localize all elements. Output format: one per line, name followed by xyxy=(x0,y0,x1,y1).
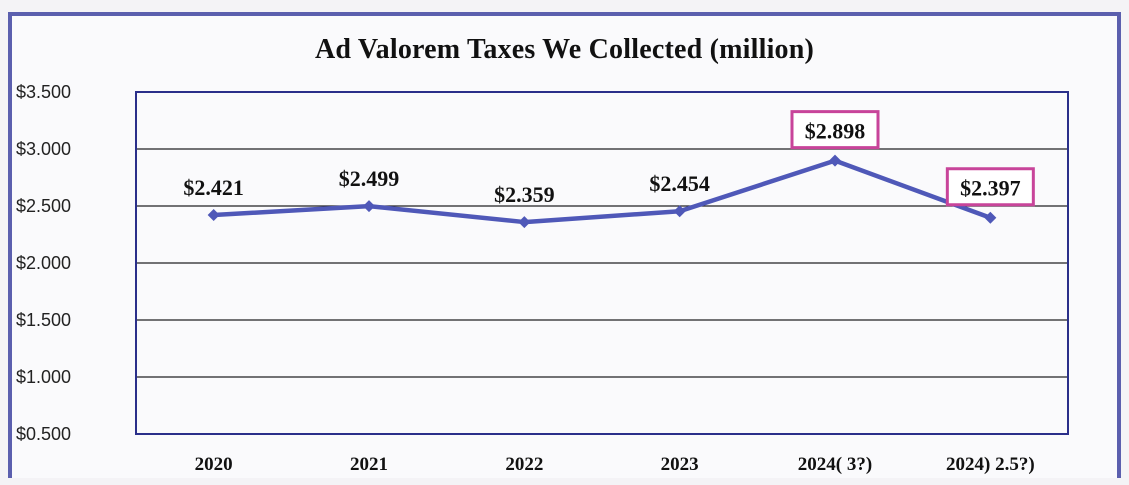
y-tick-label: $0.500 xyxy=(16,424,71,444)
chart-frame xyxy=(8,12,1121,478)
data-label: $2.454 xyxy=(649,171,710,196)
series-line-path xyxy=(213,158,992,225)
y-tick-label: $2.500 xyxy=(16,196,71,216)
plot-border xyxy=(135,91,1069,435)
axes xyxy=(135,91,1069,435)
series-line xyxy=(213,158,992,225)
data-labels: $2.421 $2.499 $2.359 $2.454 $2.898 $2.397 xyxy=(183,110,1035,207)
data-label: $2.359 xyxy=(494,182,555,207)
gridlines xyxy=(136,148,1068,378)
y-tick-label: $3.000 xyxy=(16,139,71,159)
data-label: $2.397 xyxy=(960,176,1021,201)
x-tick-label: 2023 xyxy=(661,454,699,475)
data-label: $2.898 xyxy=(805,119,866,144)
x-tick-label: 2022 xyxy=(505,454,543,475)
x-tick-label: 2024( 3?) xyxy=(798,454,872,475)
y-tick-label: $1.500 xyxy=(16,310,71,330)
x-tick-label: 2021 xyxy=(350,454,388,475)
data-point xyxy=(518,216,531,229)
data-point xyxy=(207,209,220,222)
chart-title: Ad Valorem Taxes We Collected (million) xyxy=(314,34,815,65)
data-point xyxy=(984,211,997,224)
highlight-box xyxy=(945,167,1035,207)
y-tick-labels: $3.500 $3.000 $2.500 $2.000 $1.500 $1.000 $0.5… xyxy=(16,82,71,444)
y-tick-label: $1.000 xyxy=(16,367,71,387)
x-tick-labels: 2020 2021 2022 2023 2024( 3?) 2024) 2.5?) xyxy=(195,454,1035,475)
y-tick-label: $3.500 xyxy=(16,82,71,102)
x-tick-label: 2020 xyxy=(195,454,233,475)
highlight-box xyxy=(790,110,880,150)
data-point xyxy=(673,205,686,218)
data-points xyxy=(207,154,997,229)
data-point xyxy=(829,154,841,167)
x-tick-label: 2024) 2.5?) xyxy=(946,454,1035,475)
data-label: $2.499 xyxy=(339,166,400,191)
data-label: $2.421 xyxy=(183,175,244,200)
y-tick-label: $2.000 xyxy=(16,253,71,273)
data-point xyxy=(363,200,375,213)
